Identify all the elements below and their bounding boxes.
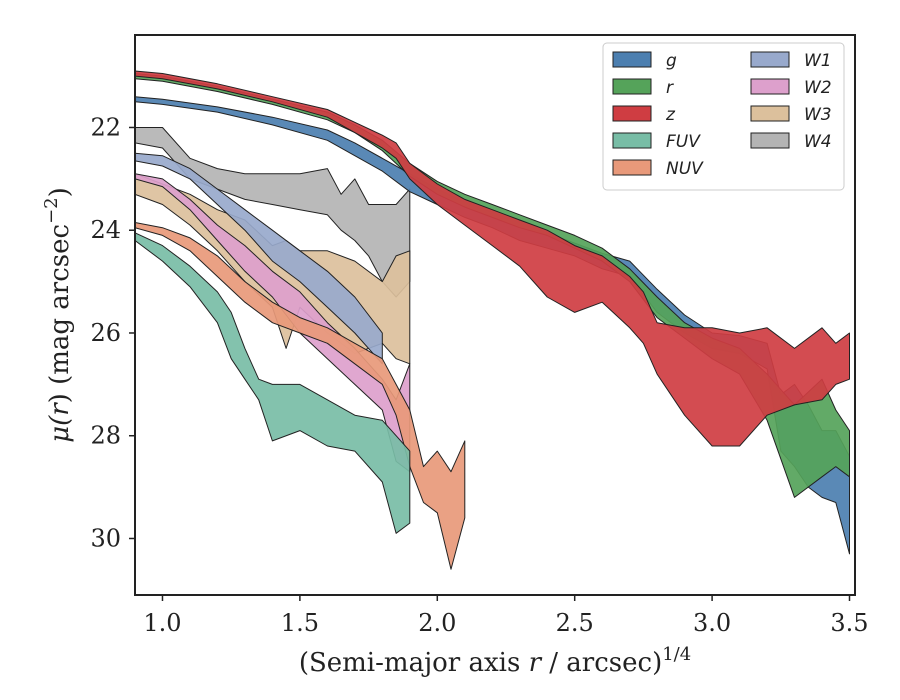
legend-swatch-w4 [750, 132, 790, 149]
series-band-z [135, 70, 850, 447]
legend-label-nuv: NUV [666, 159, 704, 179]
legend-label-z: z [665, 105, 676, 125]
legend-swatch-fuv [612, 132, 652, 149]
legend: grz FUV NUV W1 W2 W3 W4 [602, 42, 845, 191]
legend-swatch-w1 [750, 51, 790, 68]
legend-label-fuv: FUV [666, 132, 701, 152]
legend-label-w2: W2 [804, 78, 832, 98]
y-tick-label: 30 [90, 524, 121, 552]
y-tick-label: 28 [90, 422, 121, 450]
ticks-layer: 1.0 1.5 2.0 2.5 3.0 3.5 22 24 26 28 30 [90, 113, 868, 637]
x-tick-label: 3.0 [693, 609, 731, 637]
legend-label-w4: W4 [804, 132, 832, 152]
series-band-fuv [135, 232, 411, 534]
x-axis-label: (Semi-major axis r / arcsec)1/4 [299, 644, 691, 678]
x-tick-label: 2.5 [556, 609, 594, 637]
x-tick-label: 1.0 [143, 609, 181, 637]
legend-swatch-w3 [750, 105, 790, 122]
legend-swatch-r [612, 78, 652, 95]
x-tick-label: 3.5 [830, 609, 868, 637]
series-band-nuv [135, 222, 466, 570]
plot-frame [134, 34, 856, 596]
x-tick-label: 2.0 [418, 609, 456, 637]
legend-label-r: r [666, 78, 674, 98]
y-tick-label: 22 [90, 113, 121, 141]
series-layer [135, 70, 850, 570]
legend-swatch-nuv [612, 159, 652, 176]
legend-label-w3: W3 [804, 105, 832, 125]
legend-label-w1: W1 [804, 51, 832, 71]
y-tick-label: 24 [90, 216, 121, 244]
y-axis-label: μ(r) (mag arcsec−2) [41, 187, 75, 443]
legend-swatch-g [612, 51, 652, 68]
legend-swatch-z [612, 105, 652, 122]
y-tick-label: 26 [90, 319, 121, 347]
legend-swatch-w2 [750, 78, 790, 95]
x-tick-label: 1.5 [281, 609, 319, 637]
legend-label-g: g [666, 51, 677, 71]
